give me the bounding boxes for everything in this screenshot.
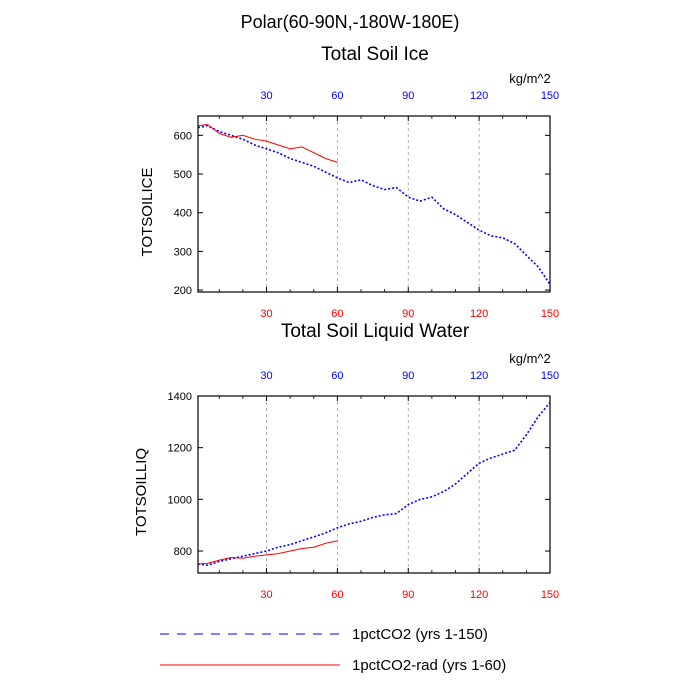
y-tick-label: 1000 [168, 494, 192, 506]
series-line-1pctco2-rad-yrs-1-60 [197, 540, 338, 565]
plot-frame [197, 395, 551, 574]
x-tick-label-bottom: 150 [541, 308, 559, 320]
legend-label-1pctco2-rad: 1pctCO2-rad (yrs 1-60) [352, 657, 506, 674]
x-tick-label-top: 60 [331, 90, 343, 102]
x-tick-label-bottom: 60 [331, 589, 343, 601]
x-tick-label-top: 90 [402, 90, 414, 102]
x-tick-label-bottom: 60 [331, 308, 343, 320]
x-tick-label-top: 60 [331, 370, 343, 382]
x-tick-label-bottom: 90 [402, 589, 414, 601]
legend-label-1pctco2: 1pctCO2 (yrs 1-150) [352, 626, 488, 643]
x-tick-label-top: 120 [470, 90, 488, 102]
y-tick-label: 1400 [168, 391, 192, 403]
panel-title-soil-ice: Total Soil Ice [321, 44, 429, 65]
x-tick-label-bottom: 90 [402, 308, 414, 320]
series-line-1pctco2-yrs-1-150 [197, 401, 551, 567]
series-line-1pctco2-yrs-1-150 [197, 124, 551, 285]
x-tick-label-bottom: 150 [541, 589, 559, 601]
x-tick-label-bottom: 30 [260, 589, 272, 601]
y-tick-label: 400 [174, 208, 192, 220]
y-tick-label: 200 [174, 285, 192, 297]
x-tick-label-top: 30 [260, 90, 272, 102]
y-tick-label: 500 [174, 169, 192, 181]
y-tick-label: 1200 [168, 443, 192, 455]
panel-title-soil-liquid-water: Total Soil Liquid Water [281, 321, 470, 342]
x-tick-label-top: 90 [402, 370, 414, 382]
units-label-soil-ice: kg/m^2 [509, 71, 551, 86]
x-tick-label-top: 150 [541, 90, 559, 102]
plot-frame [197, 115, 551, 293]
figure-suptitle: Polar(60-90N,-180W-180E) [241, 12, 460, 32]
y-tick-label: 600 [174, 130, 192, 142]
x-tick-label-bottom: 30 [260, 308, 272, 320]
legend: 1pctCO2 (yrs 1-150) 1pctCO2-rad (yrs 1-6… [160, 626, 506, 674]
panel-soil-ice: Total Soil Ice kg/m^2 TOTSOILICE 30 30 60 6… [139, 44, 559, 320]
x-tick-label-bottom: 120 [470, 308, 488, 320]
plot-area-soil-ice: 30 30 60 60 90 90 120 120 150 150 200 300 400 500 600 [174, 90, 560, 320]
x-tick-label-top: 120 [470, 370, 488, 382]
x-tick-label-bottom: 120 [470, 589, 488, 601]
series-line-1pctco2-rad-yrs-1-60 [197, 123, 338, 163]
y-axis-label-soil-liquid-water: TOTSOILLIQ [133, 448, 150, 536]
plot-area-soil-liquid-water: 30 30 60 60 90 90 120 120 150 150 800 1000 1200 1400 [168, 370, 560, 601]
y-axis-label-soil-ice: TOTSOILICE [139, 168, 156, 257]
x-tick-label-top: 30 [260, 370, 272, 382]
x-tick-label-top: 150 [541, 370, 559, 382]
units-label-soil-liquid-water: kg/m^2 [509, 351, 551, 366]
y-tick-label: 800 [174, 546, 192, 558]
panel-soil-liquid-water: Total Soil Liquid Water kg/m^2 TOTSOILLI… [133, 321, 559, 601]
y-tick-label: 300 [174, 246, 192, 258]
